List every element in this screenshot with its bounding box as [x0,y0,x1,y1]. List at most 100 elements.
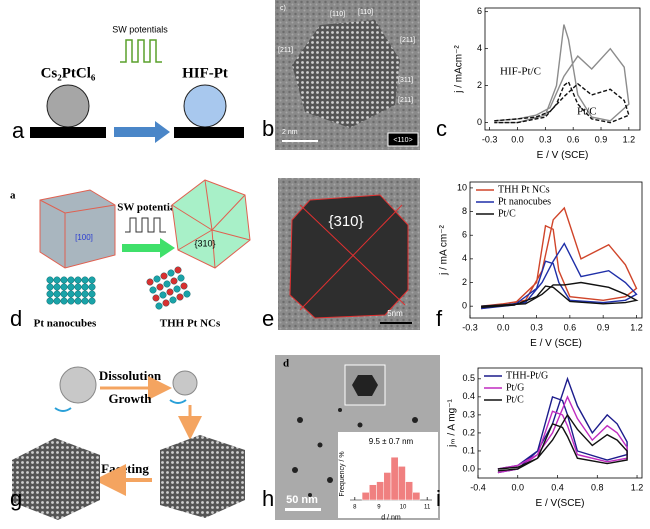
cv-curve [481,206,638,310]
particle-lattice [292,20,400,128]
cv-curve [494,24,630,124]
step: Dissolution [99,368,162,383]
cv-curve [497,413,628,472]
panel-d: a [100] SW potentials {310} Pt nanocubes… [10,179,251,330]
series-label: Pt/C [577,106,597,118]
arrow [122,238,175,258]
y-tick-label: 2 [462,277,467,287]
x-tick-label: 0.3 [539,134,552,144]
index: [211] [398,97,413,104]
plot-frame [477,367,643,479]
x-tick-label: 1.2 [631,482,644,492]
cluster [12,438,100,520]
panel-b: c) [110] [110] [211] [211] [311] [211] 2… [275,0,420,150]
x-axis-label: E / V (SCE) [537,150,589,161]
legend-label: Pt nanocubes [498,196,551,207]
y-axis-label: j / mAcm⁻² [454,45,465,94]
precursor: Cs₂PtCl₆ [41,65,96,81]
legend-label: Pt/C [498,208,516,219]
panel-letter: c [436,116,447,141]
scale-bar [380,322,412,324]
electrode [174,127,244,138]
histogram-bar [376,481,385,501]
x-tick-label: 1.2 [630,322,643,332]
corner-label: a [10,190,16,202]
histogram-bar [397,466,406,501]
cv-curve [497,395,628,474]
y-tick-label: 0.4 [462,391,475,401]
arrow [114,121,170,143]
histogram-bar [405,481,413,501]
x-tick-label: 11 [424,505,431,511]
cluster [160,435,245,518]
cv-curve [481,281,639,309]
particle [59,366,97,404]
y-tick-label: 0.3 [462,409,475,419]
x-tick-label: 0.9 [597,322,610,332]
panel-letter: i [436,486,441,511]
zone-box [387,132,419,147]
y-tick-label: 6 [462,230,467,240]
x-tick-label: -0.3 [462,322,478,332]
corner-label: c) [280,5,286,12]
cube [39,189,116,269]
step: Faceting [101,461,149,476]
caption: THH Pt NCs [160,318,221,330]
legend-label: Pt/C [506,394,524,405]
process: SW potentials [117,202,183,214]
x-tick-label: 0.0 [497,322,510,332]
y-axis-label: j / mA cm⁻² [439,224,450,275]
histogram-bar [369,484,377,501]
histogram-bar [412,492,421,501]
scale-bar [282,140,318,142]
panel-letter: d [10,306,22,331]
x-tick-label: -0.4 [470,482,486,492]
cv-curve [494,80,630,124]
histogram-bar [383,472,392,501]
panel-letter: f [436,306,443,331]
y-tick-label: 0.2 [462,427,475,437]
panel-g: Dissolution Growth Faceting [12,366,245,520]
x-tick-label: 0.6 [567,134,580,144]
plot-frame [469,181,643,319]
legend-label: THH-Pt/G [506,370,548,381]
panel-letter: b [262,116,274,141]
legend-label: Pt/G [506,382,524,393]
y-tick-label: 4 [477,43,482,53]
square-wave [120,39,162,63]
square-wave [125,217,166,233]
index: [211] [278,47,293,54]
histogram-bar [361,492,370,501]
facet-label: {310} [328,213,363,230]
x-tick-label: 0.4 [551,482,564,492]
particle [352,375,378,396]
cv-curve [481,242,638,310]
particle [183,84,227,128]
scale-bar-label: 2 nm [282,129,298,136]
y-tick-label: 0 [462,301,467,311]
histogram-bar [390,456,399,501]
panel-e: {310} 5nm [278,178,420,330]
x-tick-label: 0.8 [591,482,604,492]
x-tick-label: 0.9 [595,134,608,144]
y-tick-label: 6 [477,6,482,16]
product: HIF-Pt [182,65,228,81]
y-axis-label: jₘ / A mg⁻¹ [447,399,458,448]
index: [311] [398,77,413,84]
panel-letter: a [12,118,25,143]
x-axis-label: d / nm [381,514,401,521]
y-tick-label: 0.5 [462,373,475,383]
x-axis-label: E / V(SCE) [536,498,585,509]
index: [211] [400,37,415,44]
index: [110] [330,11,345,18]
process: SW potentials [112,24,168,34]
particle [46,84,90,128]
y-tick-label: 10 [457,182,467,192]
x-tick-label: -0.3 [482,134,498,144]
facet-label: {310} [194,238,215,248]
y-tick-label: 2 [477,80,482,90]
step: Growth [108,391,152,406]
x-tick-label: 0.6 [564,322,577,332]
y-tick-label: 4 [462,253,467,263]
